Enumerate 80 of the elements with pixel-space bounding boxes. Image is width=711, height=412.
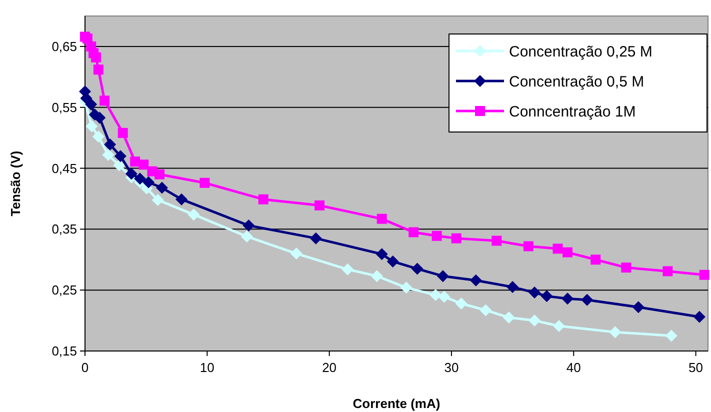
y-tick-label: 0,15 <box>52 344 77 359</box>
point <box>506 281 519 294</box>
point <box>562 247 573 258</box>
point <box>693 310 706 323</box>
point <box>438 290 450 303</box>
point <box>125 168 138 180</box>
legend-label: Concentração 0,25 M <box>509 43 652 60</box>
x-tick-label: 40 <box>566 360 581 375</box>
point <box>113 159 126 172</box>
y-tick-label: 0,35 <box>52 222 77 237</box>
point <box>114 150 126 162</box>
point <box>376 248 388 260</box>
point <box>386 255 399 268</box>
point <box>138 160 149 170</box>
x-axis-title: Corrente (mA) <box>352 396 440 411</box>
point <box>552 320 565 332</box>
y-axis-title: Tensão (V) <box>8 150 23 216</box>
point <box>621 262 632 273</box>
point <box>581 294 594 306</box>
point <box>176 193 188 206</box>
x-tick-label: 10 <box>200 360 214 375</box>
point <box>562 292 574 305</box>
point <box>104 138 116 151</box>
y-tick-label: 0,45 <box>52 160 77 176</box>
y-tick-label: 0,65 <box>52 39 77 54</box>
point <box>290 248 302 260</box>
x-tick-label: 0 <box>81 360 89 375</box>
x-tick-label: 50 <box>688 360 704 375</box>
point <box>502 312 515 324</box>
point <box>118 128 128 138</box>
point <box>455 297 468 310</box>
point <box>152 194 164 206</box>
y-tick-label: 0,55 <box>52 100 77 115</box>
point <box>451 233 462 244</box>
point <box>85 98 98 110</box>
point <box>314 200 325 210</box>
point <box>188 208 200 221</box>
point <box>436 270 449 282</box>
point <box>142 176 155 188</box>
point <box>92 130 104 143</box>
point <box>408 227 419 238</box>
point <box>370 270 383 282</box>
point <box>376 214 387 224</box>
legend-label: Concentração 0,5 M <box>509 73 644 90</box>
point <box>540 290 553 302</box>
point <box>609 326 622 338</box>
point <box>699 270 710 280</box>
point <box>102 148 114 161</box>
point <box>470 274 482 286</box>
point <box>480 304 492 316</box>
point <box>154 169 165 180</box>
point <box>411 262 424 275</box>
point <box>430 288 442 301</box>
legend-label: Conncentração 1M <box>509 103 636 120</box>
point <box>590 254 601 265</box>
point <box>242 220 255 232</box>
point <box>432 230 442 241</box>
y-tick-label: 0,25 <box>52 282 77 298</box>
point <box>400 282 412 294</box>
point <box>93 64 104 75</box>
x-tick-label: 30 <box>444 360 459 375</box>
point <box>665 330 678 342</box>
point <box>528 314 541 327</box>
point <box>86 120 98 132</box>
point <box>200 178 210 188</box>
point <box>240 230 253 242</box>
point <box>552 244 563 254</box>
point <box>342 263 354 276</box>
point <box>492 236 502 246</box>
point <box>156 182 168 194</box>
x-tick-label: 20 <box>322 360 337 375</box>
point <box>100 96 110 106</box>
point <box>258 194 268 204</box>
point <box>310 232 322 244</box>
point <box>134 172 146 185</box>
point <box>528 286 541 299</box>
point <box>632 301 644 314</box>
point <box>90 52 101 62</box>
point <box>662 266 673 276</box>
point <box>523 241 534 252</box>
